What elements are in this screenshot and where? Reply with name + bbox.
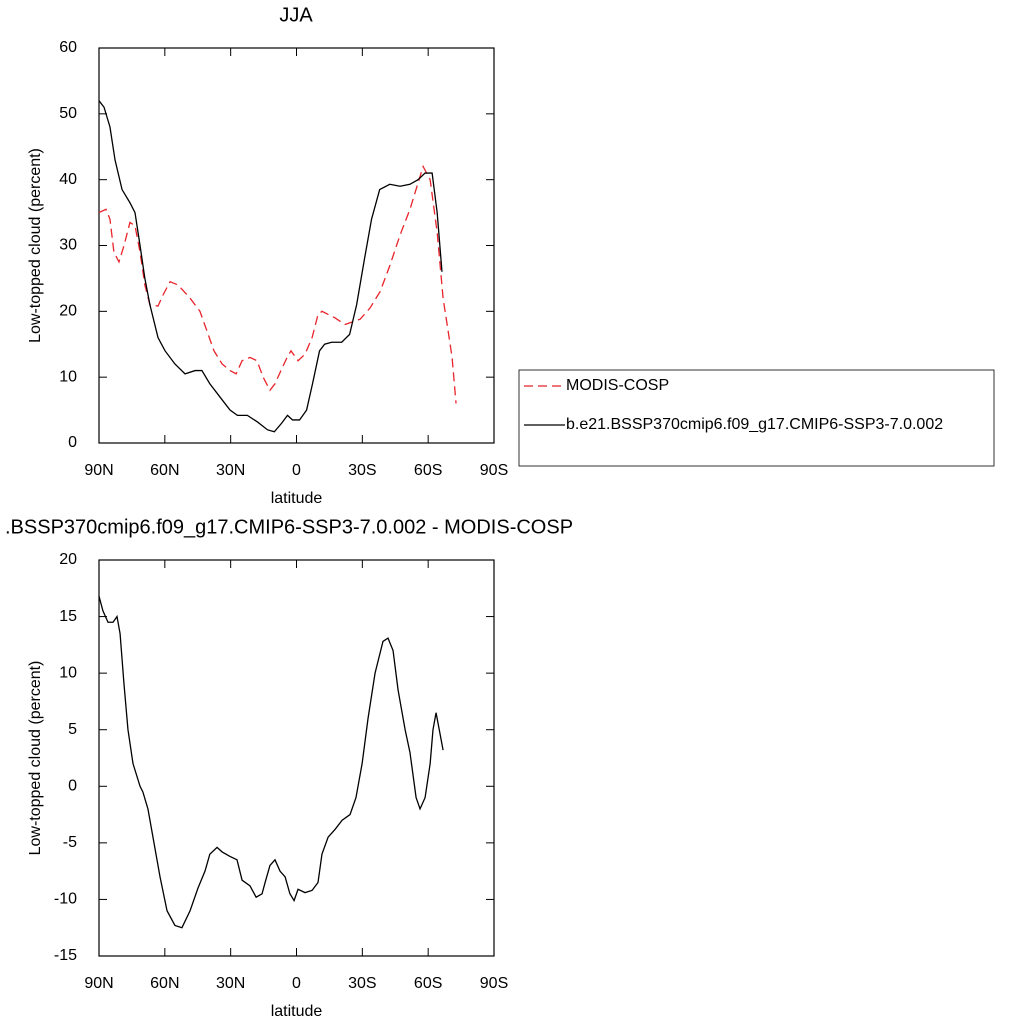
x-tick-label: 0: [292, 975, 301, 992]
x-tick-label: 60S: [414, 462, 442, 479]
y-tick-label: 60: [59, 39, 77, 56]
y-tick-label: 30: [59, 237, 77, 254]
y-axis-label: Low-topped cloud (percent): [27, 661, 44, 856]
y-tick-label: 40: [59, 171, 77, 188]
legend-label: MODIS-COSP: [566, 377, 669, 394]
y-tick-label: 20: [59, 303, 77, 320]
y-tick-label: 50: [59, 105, 77, 122]
y-tick-label: 0: [68, 778, 77, 795]
y-tick-label: 20: [59, 551, 77, 568]
y-tick-label: -10: [54, 891, 77, 908]
y-tick-label: -5: [63, 834, 77, 851]
x-tick-label: 60S: [414, 975, 442, 992]
y-axis-label: Low-topped cloud (percent): [27, 148, 44, 343]
legend-box: [518, 369, 995, 467]
x-tick-label: 60N: [150, 975, 179, 992]
data-line: [98, 164, 457, 404]
chart-title: JJA: [279, 4, 313, 26]
x-tick-label: 30N: [216, 462, 245, 479]
x-tick-label: 30N: [216, 975, 245, 992]
y-tick-label: 10: [59, 368, 77, 385]
legend-label: b.e21.BSSP370cmip6.f09_g17.CMIP6-SSP3-7.…: [566, 416, 943, 433]
y-tick-label: 10: [59, 664, 77, 681]
y-tick-label: 15: [59, 608, 77, 625]
x-tick-label: 60N: [150, 462, 179, 479]
y-tick-label: -15: [54, 947, 77, 964]
x-tick-label: 90N: [84, 462, 113, 479]
plot-frame: [98, 47, 495, 444]
x-axis-label: latitude: [271, 490, 323, 507]
x-tick-label: 30S: [348, 462, 376, 479]
x-tick-label: 30S: [348, 975, 376, 992]
y-tick-label: 0: [68, 434, 77, 451]
chart-title: .BSSP370cmip6.f09_g17.CMIP6-SSP3-7.0.002…: [5, 516, 573, 538]
plot-frame: [98, 559, 495, 957]
x-tick-label: 90N: [84, 975, 113, 992]
x-axis-label: latitude: [271, 1003, 323, 1020]
y-tick-label: 5: [68, 721, 77, 738]
x-tick-label: 0: [292, 462, 301, 479]
data-line: [98, 596, 444, 929]
data-line: [98, 100, 443, 433]
x-tick-label: 90S: [480, 975, 508, 992]
x-tick-label: 90S: [480, 462, 508, 479]
